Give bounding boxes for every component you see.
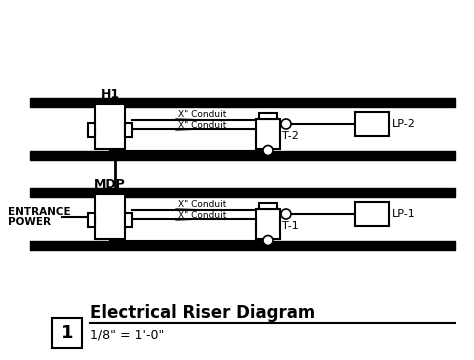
- Circle shape: [281, 209, 291, 219]
- Bar: [259, 113, 277, 119]
- Text: X" Conduit: X" Conduit: [178, 211, 227, 220]
- Text: LP-1: LP-1: [392, 209, 416, 219]
- Bar: [256, 119, 280, 149]
- Bar: [95, 104, 125, 149]
- Text: T-1: T-1: [282, 221, 299, 231]
- Text: Electrical Riser Diagram: Electrical Riser Diagram: [90, 304, 315, 322]
- Circle shape: [263, 145, 273, 156]
- Text: MDP: MDP: [94, 178, 126, 191]
- Text: 1: 1: [61, 324, 73, 342]
- Text: H1: H1: [100, 88, 119, 101]
- Bar: [125, 213, 132, 227]
- Bar: [355, 202, 389, 226]
- Bar: [259, 203, 277, 209]
- Circle shape: [263, 235, 273, 246]
- Text: X" Conduit: X" Conduit: [178, 200, 227, 209]
- Bar: [355, 112, 389, 136]
- Text: LP-2: LP-2: [392, 119, 416, 129]
- Bar: [88, 123, 95, 137]
- Text: X" Conduit: X" Conduit: [178, 121, 227, 130]
- Bar: [256, 209, 280, 239]
- Text: ENTRANCE: ENTRANCE: [8, 207, 71, 216]
- Text: T-2: T-2: [282, 131, 299, 141]
- Bar: [125, 123, 132, 137]
- Text: POWER: POWER: [8, 216, 51, 226]
- Text: X" Conduit: X" Conduit: [178, 110, 227, 119]
- Bar: [95, 194, 125, 239]
- Text: 1/8" = 1'-0": 1/8" = 1'-0": [90, 329, 164, 342]
- Circle shape: [281, 119, 291, 129]
- Bar: [88, 213, 95, 227]
- Bar: [52, 318, 82, 348]
